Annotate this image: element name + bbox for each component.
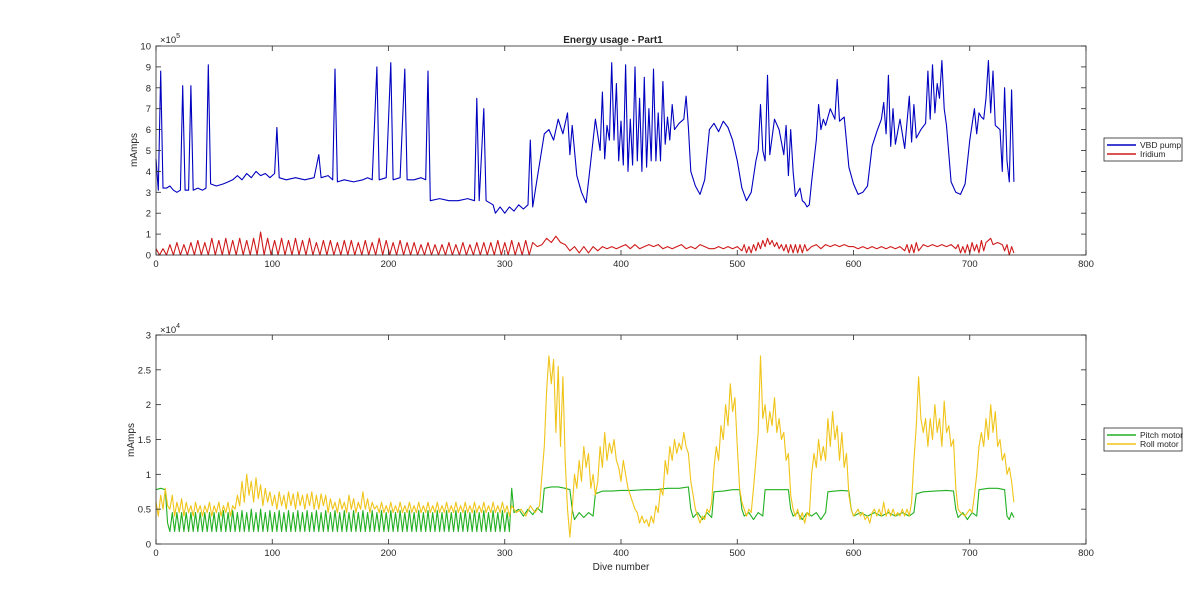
legend: VBD pump Iridium — [1103, 137, 1183, 162]
legend-label-vbd-pump: VBD pump — [1140, 140, 1181, 150]
plot-marks — [155, 355, 1015, 538]
plot-title: Energy usage - Part1 — [563, 35, 663, 46]
y-exponent-label: ×104 — [160, 323, 180, 336]
y-tick-label: 2.5 — [138, 365, 151, 376]
plot-marks — [155, 60, 1015, 256]
x-tick-label: 600 — [846, 548, 862, 559]
y-tick-label: 2 — [146, 400, 151, 411]
y-tick-label: 1.5 — [138, 435, 151, 446]
x-tick-label: 800 — [1078, 548, 1094, 559]
y-tick-label: 0 — [146, 540, 151, 551]
y-tick-label: 3 — [146, 188, 151, 199]
x-tick-label: 0 — [153, 259, 158, 270]
x-tick-label: 100 — [264, 259, 280, 270]
legend-box — [1103, 137, 1183, 162]
y-tick-label: 3 — [146, 331, 151, 342]
x-tick-label: 200 — [381, 259, 397, 270]
series-line-iridium — [155, 231, 1015, 256]
x-tick-labels: 0 100 200 300 400 500 600 700 800 — [153, 335, 1094, 559]
legend-label-iridium: Iridium — [1140, 149, 1166, 159]
x-tick-label: 400 — [613, 548, 629, 559]
x-tick-label: 400 — [613, 259, 629, 270]
axes-box — [155, 45, 1087, 256]
x-tick-label: 500 — [729, 259, 745, 270]
legend: Pitch motor Roll motor — [1103, 427, 1183, 452]
series-line-vbd-pump — [155, 60, 1015, 214]
y-axis-label: mAmps — [126, 423, 137, 457]
x-tick-label: 700 — [962, 259, 978, 270]
legend-box — [1103, 427, 1183, 452]
y-tick-label: 0.5 — [138, 505, 151, 516]
energy-usage-top-plot: Energy usage - Part1 ×105 mAmps 0 100 200 3… — [129, 33, 1183, 270]
y-tick-label: 2 — [146, 209, 151, 220]
legend-label-pitch-motor: Pitch motor — [1140, 430, 1183, 440]
x-tick-label: 0 — [153, 548, 158, 559]
x-tick-label: 200 — [381, 548, 397, 559]
axes-box — [155, 334, 1087, 545]
y-tick-label: 6 — [146, 125, 151, 136]
x-tick-label: 500 — [729, 548, 745, 559]
x-tick-label: 300 — [497, 548, 513, 559]
y-tick-label: 1 — [146, 230, 151, 241]
x-tick-label: 100 — [264, 548, 280, 559]
y-tick-label: 1 — [146, 470, 151, 481]
legend-label-roll-motor: Roll motor — [1140, 439, 1179, 449]
y-tick-label: 4 — [146, 167, 151, 178]
series-line-roll-motor — [155, 355, 1015, 538]
y-tick-labels: 0 0.5 1 1.5 2 2.5 3 — [138, 331, 1086, 551]
x-tick-label: 600 — [846, 259, 862, 270]
x-tick-label: 800 — [1078, 259, 1094, 270]
y-exponent-label: ×105 — [160, 33, 180, 46]
x-tick-label: 700 — [962, 548, 978, 559]
x-axis-label: Dive number — [593, 562, 650, 573]
y-axis-label: mAmps — [129, 133, 140, 167]
x-tick-label: 300 — [497, 259, 513, 270]
y-tick-label: 7 — [146, 104, 151, 115]
y-tick-label: 0 — [146, 251, 151, 262]
y-tick-label: 10 — [140, 42, 151, 53]
y-tick-label: 8 — [146, 83, 151, 94]
y-tick-label: 9 — [146, 62, 151, 73]
y-tick-labels: 0 1 2 3 4 5 6 7 8 9 10 — [140, 42, 1086, 262]
y-tick-label: 5 — [146, 146, 151, 157]
energy-usage-bottom-plot: ×104 mAmps Dive number 0 100 200 300 400 500 6… — [126, 323, 1183, 573]
